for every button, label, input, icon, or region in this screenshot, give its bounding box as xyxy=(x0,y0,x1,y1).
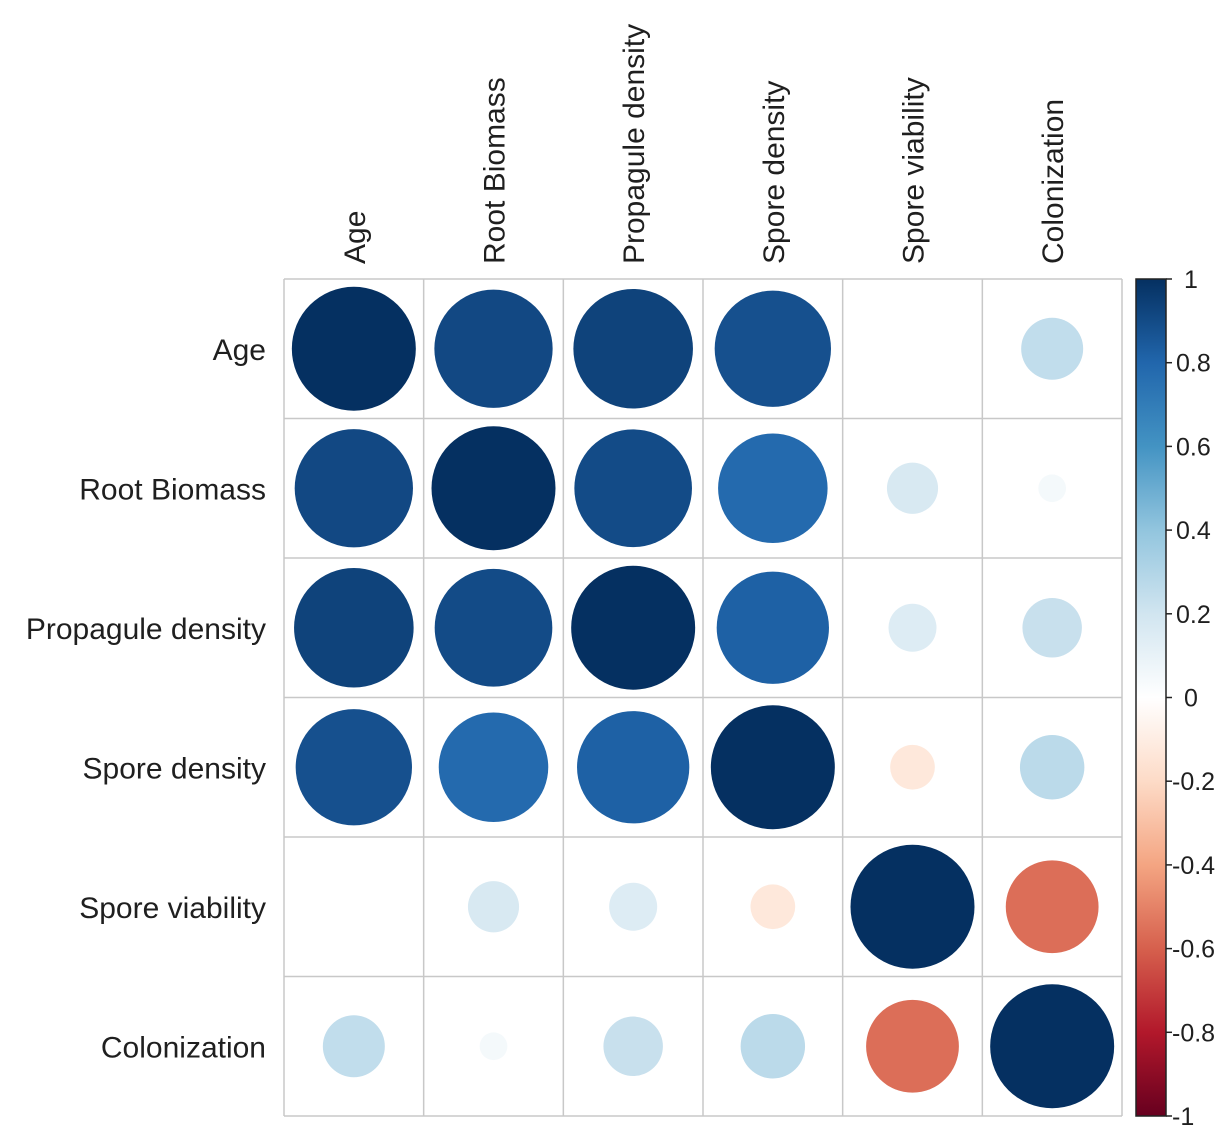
colorbar-tick-label: -1 xyxy=(1172,1103,1194,1131)
correlation-circle xyxy=(603,1016,663,1076)
correlation-circle xyxy=(577,711,690,824)
colorbar-tick-label: 0.8 xyxy=(1176,350,1211,378)
row-labels: Age Root Biomass Propagule density Spore de… xyxy=(26,334,266,1065)
correlation-circle xyxy=(574,429,692,548)
correlation-circle xyxy=(434,568,553,687)
colorbar-tick-label: -0.8 xyxy=(1172,1019,1215,1047)
correlation-circle xyxy=(295,709,412,826)
correlation-circle xyxy=(714,290,831,407)
correlation-circle xyxy=(1005,860,1099,954)
correlation-circle xyxy=(1022,598,1082,658)
colorbar-tick-label: 0.6 xyxy=(1176,433,1211,461)
row-label: Colonization xyxy=(101,1031,266,1064)
correlation-cells xyxy=(291,286,1115,1109)
correlation-circle xyxy=(1019,735,1085,800)
correlation-circle xyxy=(850,844,975,969)
colorbar-gradient xyxy=(1135,278,1167,1117)
colorbar-legend: 1 0.8 0.6 0.4 0.2 0 -0.2 -0.4 -0.6 -0.8 -1 xyxy=(1135,266,1215,1131)
correlation-circle xyxy=(866,999,959,1093)
correlation-circle xyxy=(479,1032,508,1061)
correlation-circle xyxy=(1021,317,1084,380)
column-label: Spore viability xyxy=(898,77,931,264)
correlation-circle xyxy=(1038,474,1067,503)
correlation-circle xyxy=(718,433,828,544)
correlation-circle xyxy=(890,744,935,790)
row-label: Root Biomass xyxy=(79,473,266,506)
colorbar-tick-label: 0.4 xyxy=(1176,517,1211,545)
column-label: Root Biomass xyxy=(479,77,512,264)
colorbar-ticks: 1 0.8 0.6 0.4 0.2 0 -0.2 -0.4 -0.6 -0.8 -1 xyxy=(1166,266,1215,1131)
correlation-circle xyxy=(291,286,416,411)
correlation-circle xyxy=(573,288,693,409)
correlation-circle xyxy=(716,571,829,684)
correlation-circle xyxy=(571,565,696,690)
row-label: Propagule density xyxy=(26,613,266,646)
column-label: Spore density xyxy=(758,81,791,264)
colorbar-tick-label: 0 xyxy=(1184,685,1198,713)
column-labels: Age Root Biomass Propagule density Spore de… xyxy=(339,24,1070,264)
colorbar-tick-label: 1 xyxy=(1184,266,1198,294)
correlation-circle xyxy=(294,567,414,688)
correlation-circle xyxy=(609,882,658,931)
colorbar-tick-label: -0.2 xyxy=(1172,768,1215,796)
colorbar-tick-label: 0.2 xyxy=(1176,601,1211,629)
column-label: Age xyxy=(339,211,372,264)
correlation-circle xyxy=(294,429,413,548)
correlation-circle xyxy=(886,462,939,514)
column-label: Propagule density xyxy=(618,24,651,264)
colorbar-tick-label: -0.6 xyxy=(1172,936,1215,964)
row-label: Spore density xyxy=(83,752,266,785)
correlation-circle xyxy=(750,884,796,930)
correlation-circle xyxy=(438,712,549,823)
correlation-circle xyxy=(710,705,835,830)
colorbar-tick-label: -0.4 xyxy=(1172,852,1215,880)
row-label: Spore viability xyxy=(79,892,266,925)
column-label: Colonization xyxy=(1037,99,1070,264)
correlation-circle xyxy=(467,881,520,933)
correlation-circle xyxy=(990,984,1115,1109)
correlation-circle xyxy=(322,1015,385,1078)
correlation-circle xyxy=(740,1014,806,1079)
correlation-circle xyxy=(431,426,556,551)
correlation-circle xyxy=(888,603,937,652)
correlation-circle xyxy=(434,289,553,408)
row-label: Age xyxy=(213,334,266,367)
grid xyxy=(283,278,1123,1117)
